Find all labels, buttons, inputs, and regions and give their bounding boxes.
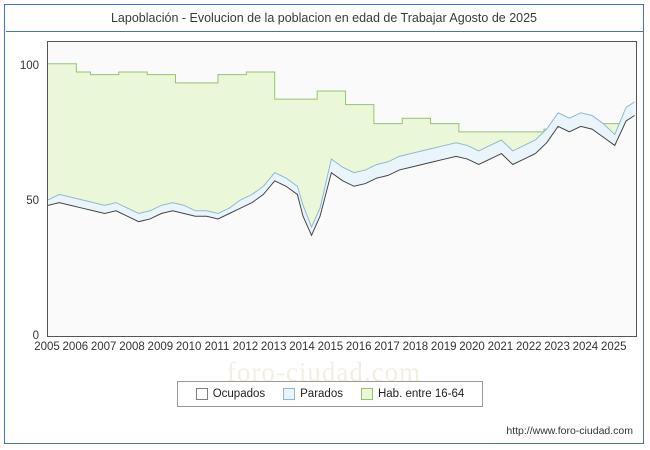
legend-item-habitantes: Hab. entre 16-64 [360, 388, 465, 400]
x-tick-2018: 2018 [402, 341, 429, 353]
x-tick-2021: 2021 [487, 341, 514, 353]
x-tick-2006: 2006 [62, 341, 89, 353]
x-tick-2016: 2016 [345, 341, 372, 353]
legend-swatch-parados [283, 388, 296, 400]
legend-label-parados: Parados [300, 388, 343, 400]
x-tick-2008: 2008 [119, 341, 145, 353]
x-tick-2009: 2009 [147, 341, 174, 353]
x-tick-2020: 2020 [459, 341, 485, 353]
legend-item-parados: Parados [283, 388, 343, 400]
x-tick-2014: 2014 [289, 341, 315, 353]
x-tick-2012: 2012 [232, 341, 259, 353]
legend-item-ocupados: Ocupados [195, 388, 266, 400]
chart-window: Lapoblación - Evolucion de la poblacion … [4, 4, 644, 444]
legend-label-ocupados: Ocupados [212, 388, 266, 400]
x-tick-2017: 2017 [374, 341, 400, 353]
legend-label-habitantes: Hab. entre 16-64 [377, 388, 465, 400]
x-tick-2024: 2024 [572, 341, 599, 353]
x-tick-2011: 2011 [204, 341, 230, 353]
x-tick-2010: 2010 [175, 341, 202, 353]
y-tick-100: 100 [19, 60, 39, 72]
x-tick-2005: 2005 [34, 341, 60, 353]
plot-area [47, 41, 637, 337]
x-tick-2023: 2023 [544, 341, 570, 353]
x-tick-2022: 2022 [515, 341, 542, 353]
x-tick-2007: 2007 [90, 341, 117, 353]
x-tick-2013: 2013 [260, 341, 287, 353]
chart-legend: Ocupados Parados Hab. entre 16-64 [177, 381, 483, 407]
page-title: Lapoblación - Evolucion de la poblacion … [110, 11, 537, 25]
source-url: http://www.foro-ciudad.com [506, 425, 633, 437]
y-tick-0: 0 [32, 330, 39, 342]
legend-swatch-ocupados [195, 388, 208, 400]
y-tick-50: 50 [26, 195, 39, 207]
legend-swatch-habitantes [360, 388, 373, 400]
x-tick-2019: 2019 [430, 341, 457, 353]
chart-svg [48, 63, 635, 336]
title-divider [6, 31, 644, 32]
x-tick-2015: 2015 [317, 341, 344, 353]
x-tick-2025: 2025 [600, 341, 627, 353]
